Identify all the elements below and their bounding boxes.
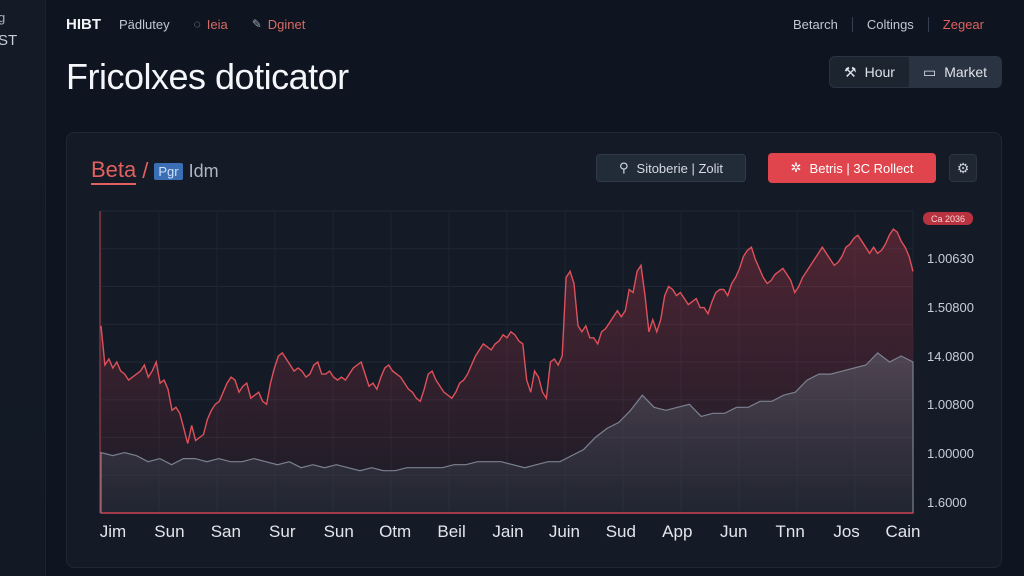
x-tick-label: Tnn: [775, 522, 804, 541]
brand-logo[interactable]: HIBT: [66, 15, 101, 33]
panel-title-tail: Idm: [188, 160, 219, 181]
x-tick-label: Sur: [269, 522, 296, 541]
nav-link-signet[interactable]: ✎ Dginet: [252, 17, 306, 32]
y-tick-label: 14.0800: [927, 349, 974, 364]
nav-link-ideas[interactable]: ◌ Ieia: [194, 17, 228, 32]
y-tick-label: 1.00800: [927, 397, 974, 412]
top-navigation: HIBT Pädlutey ◌ Ieia ✎ Dginet Betarch Co…: [66, 14, 998, 34]
x-tick-label: Sun: [324, 522, 354, 541]
series-area-volume: [100, 352, 914, 514]
secondary-action-button[interactable]: ⚲ Sitoberie | Zolit: [596, 154, 746, 182]
nav-link-label: Dginet: [267, 16, 306, 32]
nav-link-label: Pädlutey: [119, 16, 170, 32]
nav-link-products[interactable]: Pädlutey: [119, 17, 170, 32]
key-icon: ⚲: [619, 160, 629, 175]
star-icon: ✲: [790, 160, 802, 175]
toggle-label: Market: [944, 64, 987, 80]
side-label-1: g: [0, 10, 6, 25]
panel-title-beta[interactable]: Beta: [91, 157, 137, 185]
panel-title-separator: /: [142, 158, 149, 183]
nav-right-settings[interactable]: Coltings: [851, 16, 928, 32]
toggle-market[interactable]: ▭ Market: [908, 57, 1001, 87]
x-tick-label: Jos: [833, 522, 859, 541]
tools-icon: ⚒: [844, 63, 857, 80]
secondary-action-label: Sitoberie | Zolit: [636, 160, 723, 176]
gear-icon[interactable]: ⚙: [949, 154, 977, 182]
side-strip: g ST: [0, 0, 46, 576]
nav-link-label: Ieia: [206, 16, 228, 32]
panel-title: Beta / Pgr Idm: [91, 157, 219, 185]
toggle-hour[interactable]: ⚒ Hour: [830, 57, 909, 87]
price-tag-label: Ca 2036: [931, 214, 965, 224]
x-tick-label: Juin: [549, 522, 580, 541]
series-line-price: [100, 228, 914, 444]
x-tick-label: Jim: [100, 522, 126, 541]
primary-action-label: Betris | 3C Rollect: [809, 160, 914, 176]
x-tick-label: Cain: [886, 522, 921, 541]
x-tick-label: Beil: [437, 522, 465, 541]
x-tick-label: Jun: [720, 522, 747, 541]
card-icon: ▭: [922, 63, 937, 80]
nav-right-group: Betarch Coltings Zegear: [779, 16, 998, 32]
panel-title-chip[interactable]: Pgr: [154, 162, 183, 180]
price-chart: Ca 2036 1.00630 1.50800 14.0800 1.00800 1.00…: [99, 210, 974, 541]
page-title: Fricolxes doticator: [66, 56, 349, 97]
nav-right-search[interactable]: Betarch: [793, 16, 838, 32]
timeframe-toggle: ⚒ Hour ▭ Market: [829, 56, 1002, 88]
pencil-icon: ✎: [251, 17, 262, 31]
x-tick-label: Sun: [154, 522, 184, 541]
toggle-label: Hour: [864, 64, 895, 80]
x-tick-label: San: [211, 522, 241, 541]
price-tag: Ca 2036: [923, 212, 973, 225]
y-tick-label: 1.6000: [927, 495, 967, 510]
y-tick-label: 1.00000: [927, 446, 974, 461]
y-tick-label: 1.50800: [927, 300, 974, 315]
x-tick-label: Jain: [492, 522, 523, 541]
bubble-icon: ◌: [193, 17, 201, 31]
x-tick-label: Otm: [379, 522, 411, 541]
nav-right-register[interactable]: Zegear: [927, 16, 998, 32]
primary-action-button[interactable]: ✲ Betris | 3C Rollect: [768, 153, 936, 183]
x-tick-label: Sud: [606, 522, 636, 541]
chart-panel: Beta / Pgr Idm ⚲ Sitoberie | Zolit ✲ Bet…: [66, 132, 1002, 568]
side-label-2: ST: [0, 32, 18, 49]
x-tick-label: App: [662, 522, 692, 541]
y-tick-label: 1.00630: [927, 251, 974, 266]
